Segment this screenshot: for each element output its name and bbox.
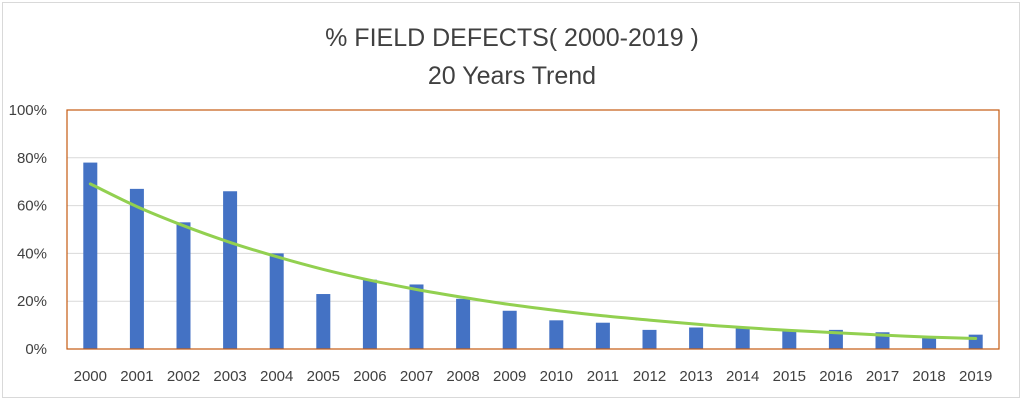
y-tick-label: 80%	[17, 150, 47, 167]
bar	[549, 320, 564, 349]
bar	[223, 191, 238, 349]
x-tick-label: 2001	[120, 368, 153, 385]
x-tick-label: 2007	[400, 368, 433, 385]
x-tick-label: 2004	[260, 368, 293, 385]
plot-area-border	[66, 109, 1000, 350]
x-tick-label: 2019	[959, 368, 992, 385]
x-tick-label: 2009	[493, 368, 526, 385]
bar	[689, 327, 704, 349]
y-tick-label: 40%	[17, 245, 47, 262]
bar	[595, 322, 610, 349]
chart-frame	[2, 2, 1020, 398]
x-tick-label: 2003	[213, 368, 246, 385]
bar	[968, 334, 983, 349]
x-tick-label: 2008	[446, 368, 479, 385]
y-tick-label: 100%	[9, 102, 47, 119]
y-axis-ticks: 0% 20% 40% 60% 80% 100%	[9, 102, 47, 358]
bar	[502, 310, 517, 349]
y-tick-label: 20%	[17, 293, 47, 310]
grid-lines	[67, 157, 999, 302]
bar	[176, 222, 191, 349]
x-tick-label: 2005	[307, 368, 340, 385]
bar	[456, 298, 471, 349]
y-tick-label: 60%	[17, 198, 47, 215]
bar	[828, 329, 843, 349]
bar	[362, 279, 377, 349]
x-tick-label: 2014	[726, 368, 759, 385]
x-tick-label: 2006	[353, 368, 386, 385]
trendline-path	[88, 182, 978, 340]
bar	[269, 253, 284, 349]
bar	[782, 329, 797, 349]
bar	[922, 337, 937, 349]
x-tick-label: 2017	[866, 368, 899, 385]
x-tick-label: 2010	[540, 368, 573, 385]
bar	[409, 284, 424, 349]
x-tick-label: 2002	[167, 368, 200, 385]
chart-title: % FIELD DEFECTS( 2000-2019 )	[325, 24, 699, 52]
x-tick-label: 2015	[773, 368, 806, 385]
bar	[316, 294, 331, 349]
bar	[83, 162, 98, 349]
x-tick-label: 2011	[587, 368, 619, 385]
chart-subtitle: 20 Years Trend	[428, 62, 596, 90]
bar	[129, 188, 144, 349]
x-tick-label: 2018	[912, 368, 945, 385]
x-tick-label: 2013	[679, 368, 712, 385]
bars	[83, 162, 983, 349]
y-tick-label: 0%	[25, 341, 47, 358]
x-tick-label: 2016	[819, 368, 852, 385]
x-axis-ticks: 2000 2001 2002 2003 2004 2005 2006 2007 2008 2009…	[74, 368, 993, 385]
trendline	[88, 182, 978, 340]
bar	[735, 327, 750, 349]
bar	[642, 329, 657, 349]
x-tick-label: 2000	[74, 368, 107, 385]
x-tick-label: 2012	[633, 368, 666, 385]
